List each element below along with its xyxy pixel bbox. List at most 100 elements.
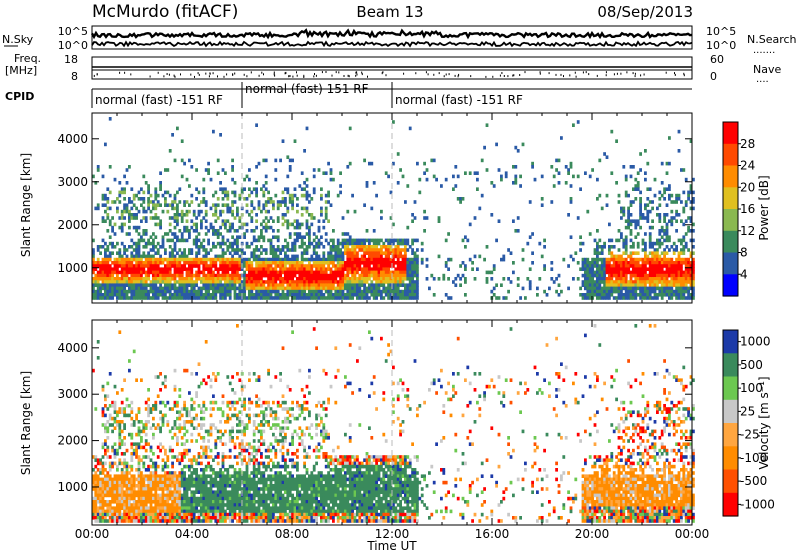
data-cell — [624, 177, 628, 182]
freq-label-1: Freq. — [14, 52, 41, 65]
data-cell — [164, 232, 167, 236]
data-cell — [180, 480, 184, 485]
data-cell — [233, 229, 237, 233]
data-cell — [152, 280, 155, 284]
data-cell — [255, 225, 258, 230]
data-cell — [413, 251, 417, 255]
data-cell — [224, 277, 227, 281]
noise-left-tick-bottom: 10^0 — [58, 39, 88, 52]
data-cell — [267, 219, 270, 223]
data-cell — [197, 203, 201, 207]
data-cell — [593, 293, 597, 297]
data-cell — [216, 235, 220, 239]
data-cell — [339, 289, 342, 294]
data-cell — [262, 158, 266, 163]
data-cell — [368, 254, 371, 259]
data-cell — [372, 293, 376, 297]
data-cell — [209, 222, 213, 227]
data-cell — [111, 280, 114, 284]
data-cell — [92, 257, 95, 262]
data-cell — [137, 264, 141, 268]
data-cell — [387, 296, 390, 300]
data-cell — [272, 273, 275, 278]
data-cell — [310, 286, 314, 291]
data-cell — [212, 296, 215, 300]
data-cell — [363, 241, 366, 246]
data-cell — [144, 264, 148, 268]
data-cell — [274, 193, 278, 198]
data-cell — [370, 257, 374, 262]
data-cell — [197, 257, 201, 262]
data-cell — [384, 277, 388, 281]
data-cell — [608, 277, 611, 281]
data-cell — [375, 245, 378, 249]
data-cell — [231, 213, 234, 217]
data-cell — [94, 264, 98, 268]
data-cell — [636, 222, 640, 227]
data-cell — [164, 248, 167, 252]
data-cell — [298, 280, 302, 284]
data-cell — [420, 241, 424, 246]
data-cell — [605, 261, 609, 265]
data-cell — [212, 229, 215, 233]
data-cell — [173, 480, 177, 485]
data-cell — [113, 400, 117, 405]
data-cell — [692, 261, 695, 265]
data-cell — [317, 277, 321, 281]
data-cell — [272, 257, 275, 262]
data-cell — [168, 261, 172, 265]
data-cell — [214, 245, 218, 249]
data-cell — [123, 496, 126, 501]
data-cell — [416, 248, 419, 252]
data-cell — [128, 519, 131, 523]
data-cell — [689, 184, 693, 188]
data-cell — [332, 270, 335, 275]
data-cell — [300, 193, 304, 198]
data-cell — [291, 203, 294, 207]
data-cell — [96, 458, 100, 462]
data-cell — [144, 245, 148, 249]
data-cell — [142, 200, 146, 204]
data-cell — [658, 213, 662, 217]
freq-mark — [289, 75, 291, 77]
data-cell — [276, 296, 280, 300]
data-cell — [195, 296, 198, 300]
data-cell — [180, 289, 184, 294]
data-cell — [272, 235, 275, 239]
data-cell — [401, 283, 405, 287]
data-cell — [303, 270, 306, 275]
data-cell — [408, 261, 412, 265]
data-cell — [353, 286, 357, 291]
cpid-segment-3: normal (fast) -151 RF — [395, 93, 523, 107]
data-cell — [99, 503, 102, 507]
data-cell — [149, 471, 153, 475]
data-cell — [356, 264, 359, 268]
data-cell — [149, 445, 153, 450]
data-cell — [118, 296, 122, 300]
data-cell — [680, 257, 683, 262]
data-cell — [327, 289, 330, 294]
data-cell — [288, 197, 292, 201]
data-cell — [176, 480, 179, 485]
data-cell — [274, 158, 278, 163]
data-cell — [634, 277, 638, 281]
data-cell — [279, 286, 282, 291]
data-cell — [408, 264, 412, 268]
data-cell — [288, 286, 292, 291]
data-cell — [656, 267, 659, 271]
data-cell — [192, 209, 196, 214]
data-cell — [236, 286, 239, 291]
data-cell — [116, 241, 119, 246]
data-cell — [324, 206, 328, 211]
data-cell — [401, 267, 405, 271]
data-cell — [675, 229, 678, 233]
data-cell — [310, 197, 314, 201]
data-cell — [104, 493, 107, 498]
data-cell — [677, 193, 681, 198]
data-cell — [252, 273, 256, 278]
data-cell — [135, 225, 138, 230]
data-cell — [502, 277, 506, 281]
data-cell — [190, 293, 194, 297]
data-cell — [336, 238, 340, 243]
data-cell — [610, 283, 614, 287]
